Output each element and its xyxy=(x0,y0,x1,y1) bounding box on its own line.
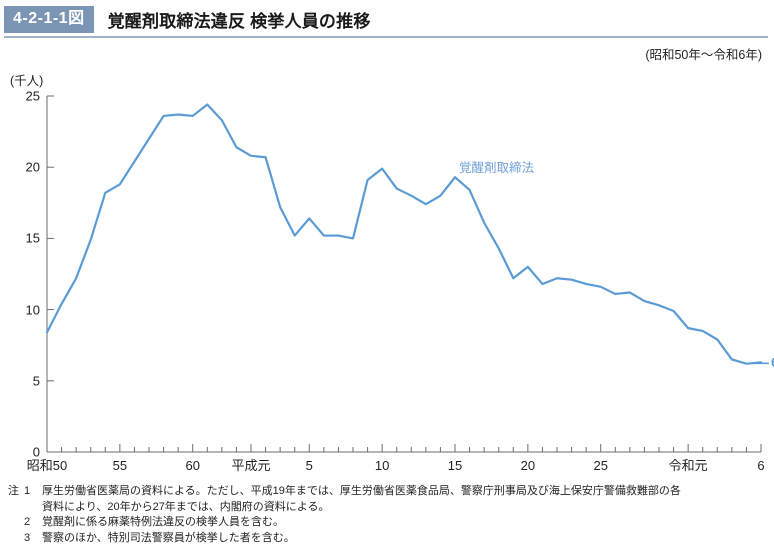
page-title: 覚醒剤取締法違反 検挙人員の推移 xyxy=(107,11,371,31)
notes-heading: 注 xyxy=(8,485,19,497)
x-axis-tick-label: 55 xyxy=(112,458,128,473)
note-item: 2 覚醒剤に係る麻薬特例法違反の検挙人員を含む。 xyxy=(8,515,770,531)
chart-container: (千人) 0 5 10 15 20 25 昭和50 55 60 平成元 5 10 15 20 25 令和元 6 覚… xyxy=(0,62,774,480)
y-axis-tick-label: 20 xyxy=(25,159,40,175)
y-axis-tick-label: 0 xyxy=(32,444,40,460)
x-axis-tick-label: 25 xyxy=(593,458,608,473)
chart-axes xyxy=(46,96,761,453)
note-number: 1 xyxy=(24,485,31,497)
y-axis-tick-label: 5 xyxy=(32,373,40,389)
note-item: 3 警察のほか、特別司法警察員が検挙した者を含む。 xyxy=(8,531,770,547)
note-number: 2 xyxy=(24,516,31,529)
y-axis-tick-label: 15 xyxy=(25,230,40,246)
note-text: 覚醒剤に係る麻薬特例法違反の検挙人員を含む。 xyxy=(42,516,284,529)
end-value-label: 6,306 xyxy=(771,355,774,369)
series-label-kakuseizai: 覚醒剤取締法 xyxy=(459,161,535,176)
x-axis-tick-label: 令和元 xyxy=(668,458,708,473)
x-axis-tick-label: 平成元 xyxy=(231,458,271,473)
y-axis-tick-label: 25 xyxy=(25,88,40,104)
y-axis-ticks xyxy=(47,95,54,453)
x-axis-tick-label: 昭和50 xyxy=(26,458,68,473)
y-axis-tick-label: 10 xyxy=(25,302,40,318)
figure-header: 4-2-1-1図 覚醒剤取締法違反 検挙人員の推移 xyxy=(0,0,774,38)
y-axis-unit-label: (千人) xyxy=(10,74,44,88)
x-axis-ticks xyxy=(46,444,762,452)
note-item: 注 1 厚生労働省医薬局の資料による。ただし、平成19年までは、厚生労働省医薬食… xyxy=(8,484,770,500)
note-text-continued: 資料により、20年から27年までは、内閣府の資料による。 xyxy=(42,500,330,513)
note-number: 3 xyxy=(24,531,31,544)
x-axis-tick-label: 15 xyxy=(447,458,463,473)
line-chart-svg xyxy=(45,95,769,453)
figure-number-badge: 4-2-1-1図 xyxy=(4,5,94,33)
x-axis-tick-label: 20 xyxy=(520,458,536,473)
x-axis-tick-label: 60 xyxy=(185,458,200,473)
note-text: 厚生労働省医薬局の資料による。ただし、平成19年までは、厚生労働省医薬食品局、警… xyxy=(42,485,681,497)
figure-notes: 注 1 厚生労働省医薬局の資料による。ただし、平成19年までは、厚生労働省医薬食… xyxy=(8,484,770,546)
note-text: 警察のほか、特別司法警察員が検挙した者を含む。 xyxy=(42,531,295,544)
series-line-kakuseizai xyxy=(45,103,763,365)
x-axis-tick-label: 6 xyxy=(757,458,765,473)
x-axis-tick-label: 5 xyxy=(305,458,313,473)
header-divider xyxy=(4,36,768,38)
period-subtitle: (昭和50年～令和6年) xyxy=(645,48,762,62)
x-axis-tick-label: 10 xyxy=(374,458,390,473)
chart-plot-area: 0 5 10 15 20 25 昭和50 55 60 平成元 5 10 15 20 25 令和元 6 覚醒剤取締法… xyxy=(26,90,774,473)
